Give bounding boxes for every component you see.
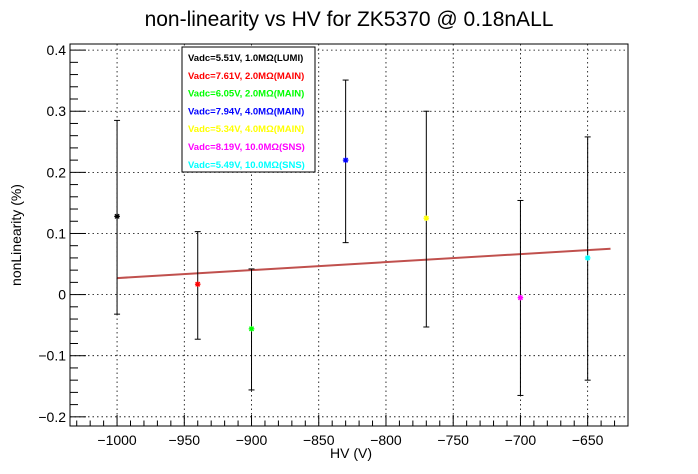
y-tick-label-5: 0.3 [47, 103, 67, 119]
data-point-2 [248, 268, 255, 391]
x-tick-label-7: −650 [572, 432, 604, 448]
data-point-3 [342, 79, 349, 244]
y-tick-label-6: 0.4 [47, 42, 67, 58]
fit-line [117, 247, 611, 280]
legend-entry-4: Vadc=5.34V, 4.0MΩ(MAIN) [188, 124, 304, 135]
x-tick-label-5: −750 [437, 432, 469, 448]
legend-entry-2: Vadc=6.05V, 2.0MΩ(MAIN) [188, 89, 304, 100]
x-tick-label-1: −950 [169, 432, 201, 448]
data-point-1 [194, 231, 201, 340]
data-points [114, 79, 591, 396]
x-tick-label-0: −1000 [97, 432, 137, 448]
y-axis-label: nonLinearity (%) [8, 184, 24, 286]
point-marker-4-3 [423, 215, 429, 221]
point-marker-3-3 [343, 157, 349, 163]
x-tick-label-3: −850 [303, 432, 335, 448]
x-tick-label-4: −800 [370, 432, 402, 448]
chart-title: non-linearity vs HV for ZK5370 @ 0.18nAL… [145, 8, 554, 31]
data-point-6 [584, 136, 591, 381]
legend-entry-0: Vadc=5.51V, 1.0MΩ(LUMI) [188, 53, 303, 64]
data-point-0 [114, 119, 121, 315]
y-tick-label-1: −0.1 [38, 348, 66, 364]
data-point-4 [423, 110, 430, 328]
legend-box [181, 46, 316, 173]
y-tick-label-0: −0.2 [38, 409, 66, 425]
x-tick-label-6: −700 [505, 432, 537, 448]
y-tick-label-2: 0 [58, 287, 66, 303]
fit-line-group [117, 247, 611, 280]
legend-entry-6: Vadc=5.49V, 10.0MΩ(SNS) [188, 160, 305, 171]
y-axis: −0.2 −0.1 0 0.1 0.2 0.3 0.4 [38, 42, 86, 425]
point-marker-0-3 [114, 213, 120, 219]
legend-entry-3: Vadc=7.94V, 4.0MΩ(MAIN) [188, 106, 304, 117]
legend-entry-1: Vadc=7.61V, 2.0MΩ(MAIN) [188, 71, 304, 82]
plot-frame [69, 43, 629, 427]
point-marker-1-3 [195, 281, 201, 287]
point-marker-5-3 [517, 295, 523, 301]
point-marker-6-3 [585, 255, 591, 261]
x-tick-label-2: −900 [236, 432, 268, 448]
x-axis-label: HV (V) [330, 445, 372, 461]
data-point-5 [517, 199, 524, 396]
legend: Vadc=5.51V, 1.0MΩ(LUMI) Vadc=7.61V, 2.0MΩ… [181, 46, 316, 173]
point-marker-2-3 [248, 326, 255, 332]
x-axis: −1000 −950 −900 −850 −800 −750 −700 −650 [76, 415, 629, 448]
y-tick-label-3: 0.1 [47, 225, 67, 241]
legend-entry-5: Vadc=8.19V, 10.0MΩ(SNS) [188, 142, 305, 153]
y-tick-label-4: 0.2 [47, 164, 67, 180]
